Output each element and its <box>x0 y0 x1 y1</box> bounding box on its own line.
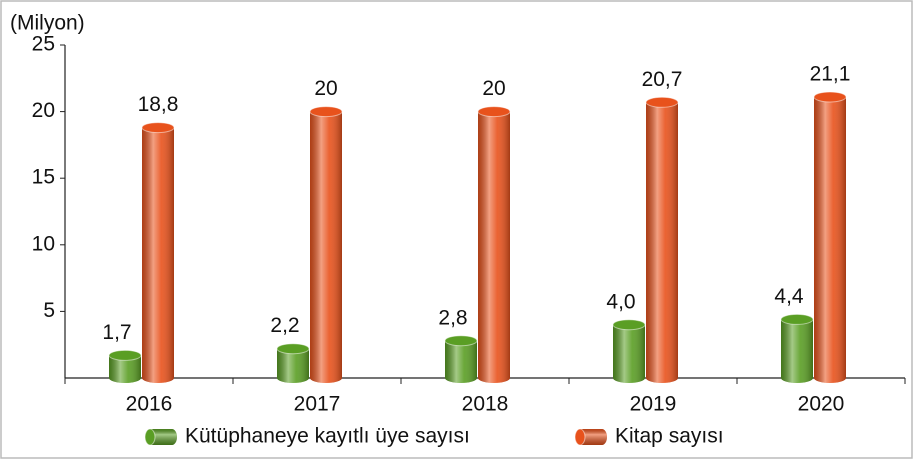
bar-shine <box>613 324 645 383</box>
data-label: 4,0 <box>606 290 635 313</box>
y-tick-label: 25 <box>32 33 55 56</box>
legend-label: Kitap sayısı <box>615 425 724 448</box>
y-tick-label: 5 <box>43 299 55 322</box>
bar-top <box>309 106 343 118</box>
bar-top <box>477 106 511 118</box>
y-axis-label: (Milyon) <box>10 12 85 35</box>
bar-shine <box>277 348 309 383</box>
legend-swatch-end <box>574 428 586 446</box>
y-tick-label: 20 <box>32 99 55 122</box>
bar-top <box>108 349 142 361</box>
y-tick-label: 10 <box>32 232 55 255</box>
legend-swatch-end <box>144 428 156 446</box>
bar-top <box>141 122 175 134</box>
bar-shine <box>445 340 477 383</box>
bar-top <box>813 91 847 103</box>
x-tick-label: 2019 <box>630 393 677 416</box>
bar-shine <box>646 102 678 383</box>
data-label: 20 <box>482 77 505 100</box>
legend-swatch-shine <box>150 429 177 445</box>
data-label: 2,8 <box>438 306 467 329</box>
bar-shine <box>814 96 846 383</box>
data-label: 20 <box>314 77 337 100</box>
bar-top <box>444 335 478 347</box>
x-tick-label: 2016 <box>126 393 173 416</box>
data-label: 1,7 <box>102 321 131 344</box>
bar-shine <box>109 355 141 383</box>
data-label: 21,1 <box>810 62 851 85</box>
bar-shine <box>142 127 174 383</box>
bar-top <box>612 319 646 331</box>
x-tick-label: 2018 <box>462 393 509 416</box>
bar-top <box>276 343 310 355</box>
data-label: 18,8 <box>138 93 179 116</box>
legend-swatch-shine <box>580 429 607 445</box>
y-tick-label: 15 <box>32 166 55 189</box>
legend-label: Kütüphaneye kayıtlı üye sayısı <box>185 425 470 448</box>
x-tick-label: 2017 <box>294 393 341 416</box>
bar-top <box>780 313 814 325</box>
bar-shine <box>781 319 813 383</box>
data-label: 4,4 <box>774 285 804 308</box>
data-label: 20,7 <box>642 68 683 91</box>
bar-top <box>645 96 679 108</box>
data-label: 2,2 <box>270 314 299 337</box>
x-tick-label: 2020 <box>798 393 845 416</box>
bar-shine <box>310 111 342 383</box>
bar-shine <box>478 111 510 383</box>
